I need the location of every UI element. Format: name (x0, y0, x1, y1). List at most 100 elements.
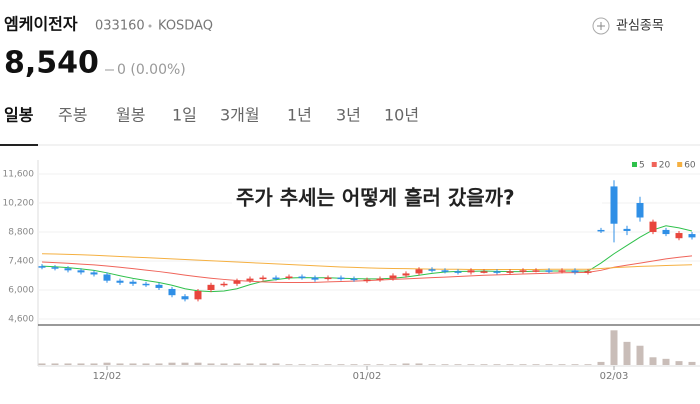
candle-body (260, 278, 267, 280)
x-tick-label: 02/03 (600, 371, 629, 382)
volume-bar (325, 364, 332, 365)
candle-body (364, 280, 371, 282)
legend-swatch (677, 162, 682, 167)
x-tick-label: 01/02 (353, 371, 382, 382)
candle-body (455, 271, 462, 273)
volume-bar (533, 364, 540, 365)
legend-label: 20 (659, 161, 671, 171)
market: KOSDAQ (158, 19, 213, 34)
volume-bar (494, 364, 501, 365)
legend-label: 5 (639, 161, 645, 171)
candle-body (624, 229, 631, 231)
candle-body (533, 270, 540, 272)
volume-bar (221, 363, 228, 365)
volume-bar (169, 363, 176, 365)
candle-body (286, 277, 293, 279)
candle-body (572, 270, 579, 272)
y-tick-label: 6,000 (8, 286, 34, 296)
candle-body (416, 269, 423, 273)
candle-body (338, 278, 345, 280)
candle-body (351, 279, 358, 281)
candle-body (247, 279, 254, 281)
tab[interactable]: 월봉 (116, 106, 145, 125)
candle-body (494, 271, 501, 273)
volume-bar (650, 357, 657, 365)
volume-bar (624, 342, 631, 365)
volume-bar (39, 363, 46, 365)
price: 8,540 (4, 46, 99, 81)
candle-body (442, 270, 449, 272)
volume-bar (143, 363, 150, 365)
volume-bar (117, 363, 124, 365)
volume-bar (286, 364, 293, 365)
tab[interactable]: 1일 (172, 106, 197, 125)
change: 0 (0.00%) (117, 62, 186, 78)
candle-body (39, 266, 46, 268)
volume-bar (455, 364, 462, 365)
volume-bar (234, 363, 241, 365)
volume-bar (364, 364, 371, 365)
volume-bar (429, 364, 436, 365)
tab[interactable]: 10년 (384, 106, 419, 125)
volume-bar (247, 363, 254, 365)
volume-bar (52, 363, 59, 365)
volume-bar (442, 364, 449, 365)
volume-bar (377, 364, 384, 365)
volume-bar (338, 364, 345, 365)
plus (597, 22, 605, 30)
volume-bar (273, 363, 280, 365)
y-tick-label: 8,800 (8, 228, 34, 238)
candle-body (273, 278, 280, 280)
volume-bar (546, 364, 553, 365)
y-tick-label: 11,600 (3, 170, 35, 180)
candle-body (403, 273, 410, 275)
stock-name: 엠케이전자 (4, 15, 78, 34)
volume-bar (572, 364, 579, 365)
watch-label[interactable]: 관심종목 (616, 19, 664, 34)
candle-body (611, 186, 618, 223)
candle-body (52, 267, 59, 269)
legend-label: 60 (684, 161, 696, 171)
candle-body (429, 269, 436, 271)
watch-button[interactable]: 관심종목 (593, 18, 664, 34)
candle-body (559, 270, 566, 272)
candle-body (325, 278, 332, 280)
volume-bar (312, 364, 319, 365)
candle-body (312, 278, 319, 280)
candle-body (585, 271, 592, 273)
x-tick-label: 12/02 (93, 371, 122, 382)
volume-bar (468, 364, 475, 365)
volume-bar (559, 364, 566, 365)
tab[interactable]: 주봉 (58, 106, 87, 125)
candle-body (650, 222, 657, 232)
y-tick-label: 4,600 (8, 315, 34, 325)
y-tick-label: 7,400 (8, 257, 34, 267)
volume-bar (260, 363, 267, 365)
volume-bar (65, 363, 72, 365)
candle-body (598, 230, 605, 232)
candle-body (377, 279, 384, 281)
candle-body (65, 268, 72, 270)
volume-bar (663, 359, 670, 365)
legend-swatch (632, 162, 637, 167)
stock-code: 033160 (95, 19, 145, 34)
candle-body (663, 230, 670, 234)
volume-bar (598, 362, 605, 365)
candle-body (104, 274, 111, 280)
y-tick-label: 10,200 (3, 199, 35, 209)
candle-body (468, 270, 475, 272)
volume-bar (585, 364, 592, 365)
candle-body (78, 270, 85, 272)
candle-body (299, 277, 306, 279)
tab[interactable]: 일봉 (4, 106, 34, 125)
volume-bar (208, 363, 215, 365)
tab[interactable]: 3년 (336, 106, 361, 125)
candle-body (689, 234, 696, 237)
candle-body (208, 285, 215, 290)
tab[interactable]: 1년 (287, 106, 312, 125)
candle-body (117, 281, 124, 283)
volume-bar (481, 364, 488, 365)
tab[interactable]: 3개월 (220, 106, 260, 125)
candle-body (637, 203, 644, 218)
